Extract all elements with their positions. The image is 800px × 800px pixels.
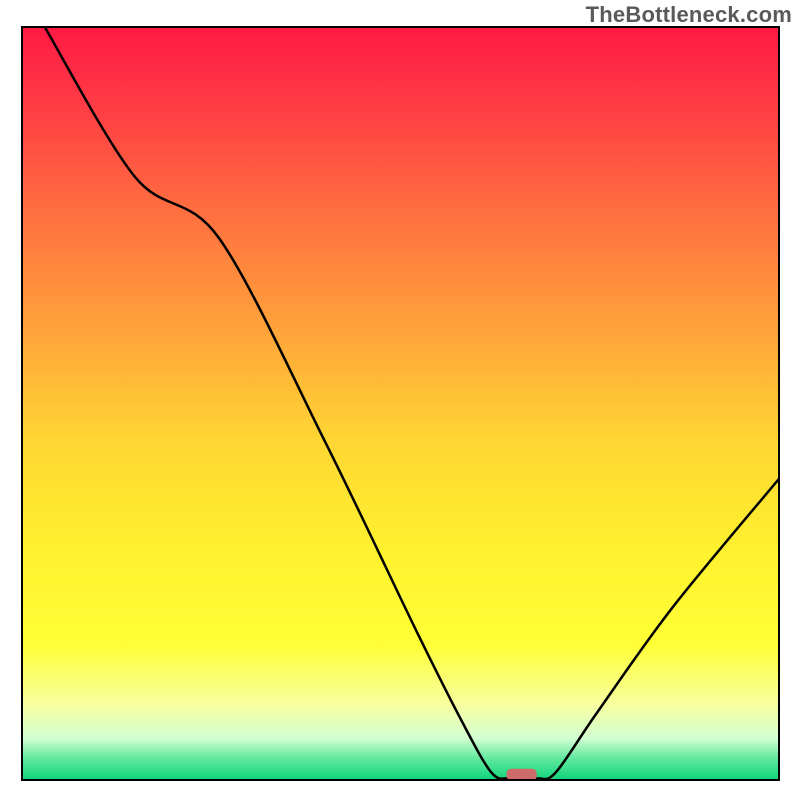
plot-background [22,27,779,780]
chart-container: TheBottleneck.com [0,0,800,800]
optimum-marker [506,769,536,781]
watermark-text: TheBottleneck.com [586,2,792,28]
bottleneck-chart [0,0,800,800]
